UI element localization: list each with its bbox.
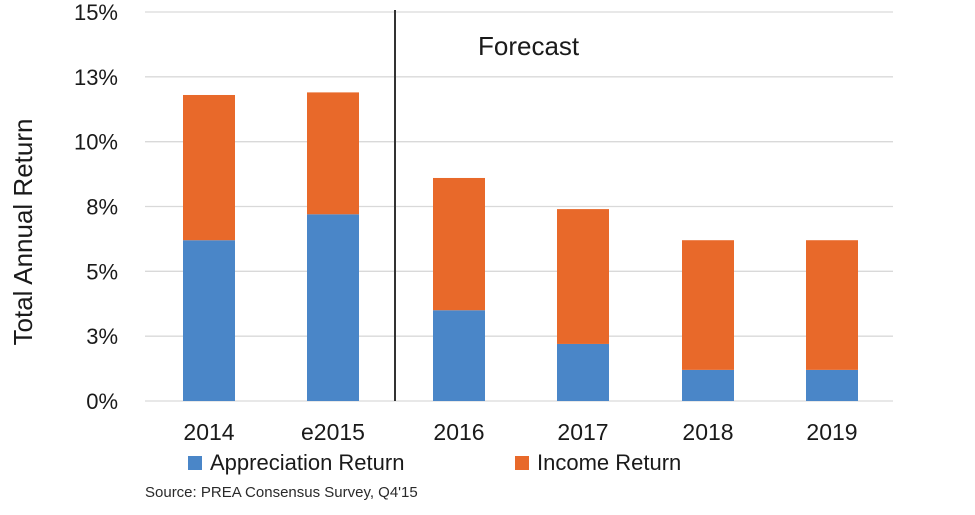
legend-swatch-income	[515, 456, 529, 470]
bar-appreciation	[183, 240, 235, 401]
bar-income	[307, 92, 359, 215]
y-axis-title: Total Annual Return	[8, 119, 38, 346]
x-tick-label: 2014	[183, 419, 234, 445]
y-tick-label: 3%	[86, 324, 118, 349]
bar-income	[806, 240, 858, 370]
y-tick-label: 8%	[86, 195, 118, 220]
y-tick-label: 5%	[86, 259, 118, 284]
bar-appreciation	[557, 343, 609, 401]
bar-income	[433, 177, 485, 311]
y-axis-ticks: 0% 3% 5% 8% 10% 13% 15%	[74, 0, 118, 414]
x-tick-label: 2019	[806, 419, 857, 445]
legend: Appreciation Return Income Return	[188, 450, 681, 475]
x-tick-label: 2018	[682, 419, 733, 445]
y-tick-label: 13%	[74, 65, 118, 90]
legend-label-income: Income Return	[537, 450, 681, 475]
y-tick-label: 0%	[86, 389, 118, 414]
legend-swatch-appreciation	[188, 456, 202, 470]
source-note: Source: PREA Consensus Survey, Q4'15	[145, 484, 418, 501]
x-tick-label: e2015	[301, 419, 365, 445]
bar-income	[557, 209, 609, 344]
bar-income	[183, 94, 235, 241]
gridlines	[145, 11, 893, 402]
x-tick-label: 2017	[557, 419, 608, 445]
bar-appreciation	[433, 310, 485, 401]
x-tick-label: 2016	[433, 419, 484, 445]
y-tick-label: 10%	[74, 130, 118, 155]
x-axis-ticks: 2014 e2015 2016 2017 2018 2019	[183, 419, 857, 445]
bar-appreciation	[307, 214, 359, 401]
bar-appreciation	[806, 369, 858, 401]
legend-label-appreciation: Appreciation Return	[210, 450, 404, 475]
bars	[183, 92, 858, 401]
y-tick-label: 15%	[74, 0, 118, 25]
bar-appreciation	[682, 369, 734, 401]
forecast-annotation: Forecast	[478, 31, 580, 61]
bar-income	[682, 240, 734, 370]
